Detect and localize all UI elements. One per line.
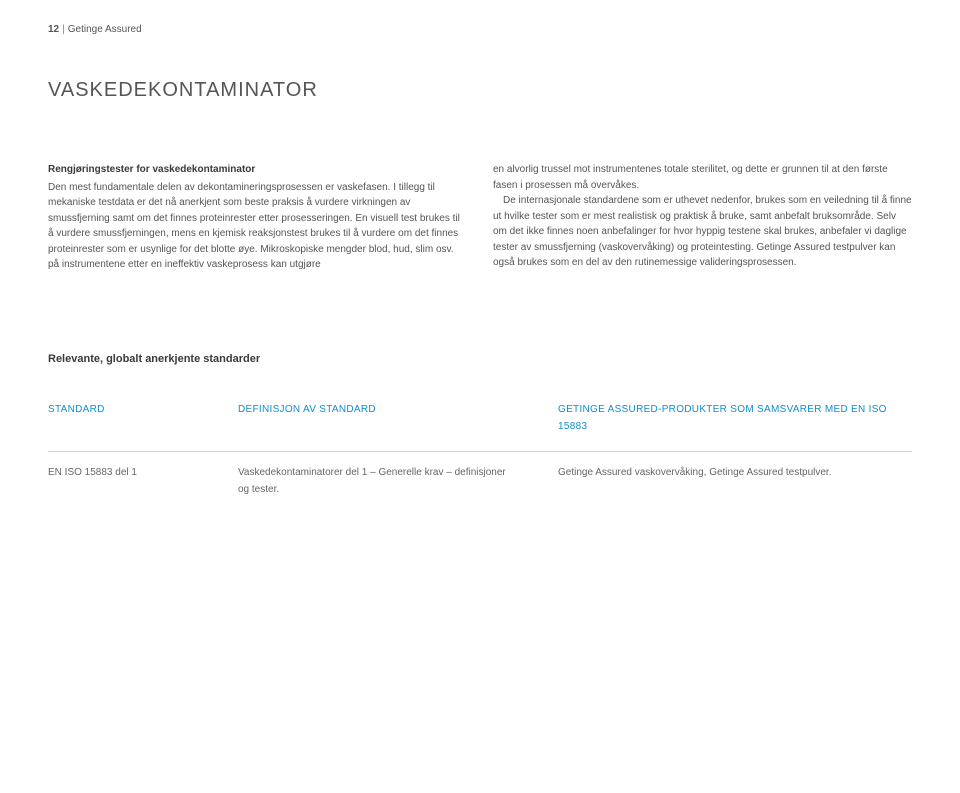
page-title: VASKEDEKONTAMINATOR [48, 79, 912, 102]
table-header-cell: GETINGE ASSURED-PRODUKTER SOM SAMSVARER … [558, 401, 912, 435]
body-paragraph: Den mest fundamentale delen av dekontami… [48, 180, 467, 273]
body-column-right: en alvorlig trussel mot instrumentenes t… [493, 162, 912, 273]
standards-table: STANDARD DEFINISJON AV STANDARD GETINGE … [48, 401, 912, 514]
body-paragraph: en alvorlig trussel mot instrumentenes t… [493, 162, 912, 193]
table-cell: Vaskedekontaminatorer del 1 – Generelle … [238, 464, 518, 498]
body-column-left: Rengjøringstester for vaskedekontaminato… [48, 162, 467, 273]
table-header-cell: STANDARD [48, 401, 198, 435]
table-row: EN ISO 15883 del 1 Vaskedekontaminatorer… [48, 451, 912, 514]
header-separator: | [62, 24, 65, 35]
table-cell: EN ISO 15883 del 1 [48, 464, 198, 498]
document-page: 12|Getinge Assured VASKEDEKONTAMINATOR R… [0, 0, 960, 793]
body-subheading: Rengjøringstester for vaskedekontaminato… [48, 162, 467, 178]
body-paragraph: De internasjonale standardene som er uth… [493, 193, 912, 271]
body-columns: Rengjøringstester for vaskedekontaminato… [48, 162, 912, 273]
table-cell: Getinge Assured vaskovervåking, Getinge … [558, 464, 912, 498]
page-number: 12 [48, 24, 59, 35]
page-header: 12|Getinge Assured [48, 24, 912, 35]
table-header-row: STANDARD DEFINISJON AV STANDARD GETINGE … [48, 401, 912, 451]
brand-name: Getinge Assured [68, 24, 142, 35]
table-header-cell: DEFINISJON AV STANDARD [238, 401, 518, 435]
standards-heading: Relevante, globalt anerkjente standarder [48, 353, 912, 365]
